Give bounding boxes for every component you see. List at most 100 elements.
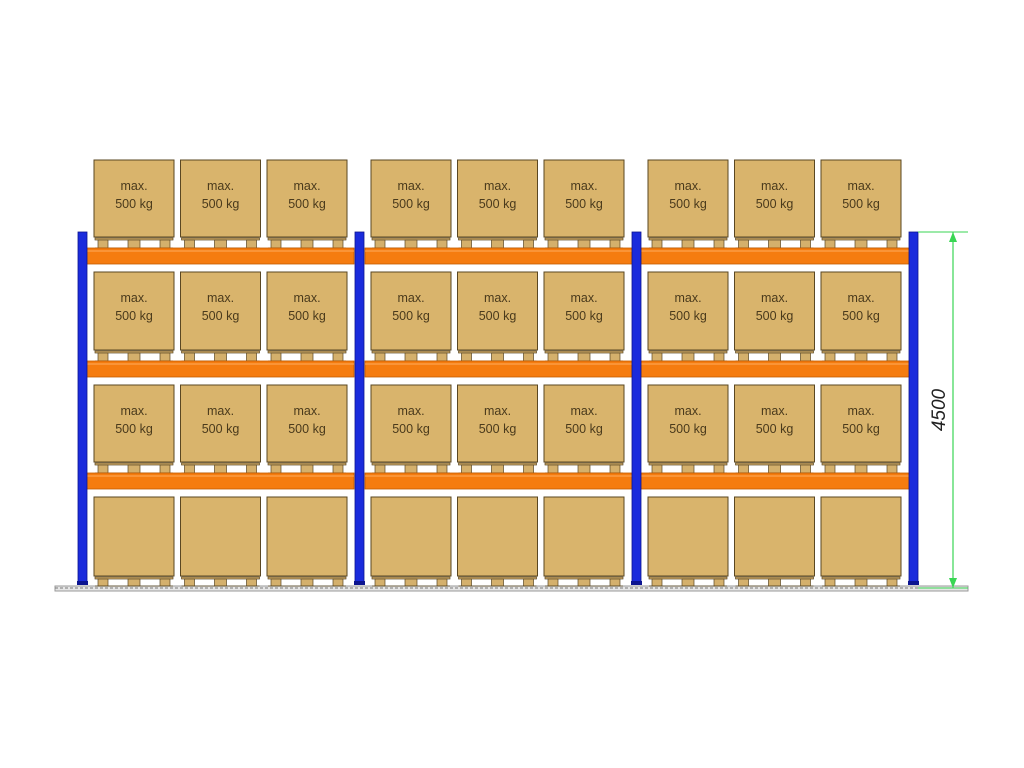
pallet-block: [246, 578, 257, 587]
pallet-load: [543, 496, 625, 587]
pallet-block: [491, 352, 504, 362]
load-label-line2: 500 kg: [756, 309, 794, 323]
pallet-load: max. 500 kg: [543, 384, 625, 474]
pallet-block: [97, 239, 109, 249]
pallet-block: [374, 239, 386, 249]
pallet-block: [523, 464, 534, 474]
upright-footplate: [908, 581, 919, 585]
carton-box: [820, 271, 902, 351]
load-label-line1: max.: [484, 404, 511, 418]
pallet-block: [184, 352, 195, 362]
carton-box: [370, 159, 452, 238]
load-label-line1: max.: [120, 404, 147, 418]
pallet-block: [824, 578, 836, 587]
pallet-load: [180, 496, 261, 587]
pallet-block: [577, 352, 591, 362]
load-label-line2: 500 kg: [115, 309, 153, 323]
pallet-load: max. 500 kg: [457, 384, 538, 474]
carton-box: [180, 271, 261, 351]
pallet-block: [738, 464, 749, 474]
pallet-block: [713, 578, 725, 587]
carton-box: [457, 496, 538, 577]
load-label-line1: max.: [397, 404, 424, 418]
load-label-line2: 500 kg: [565, 309, 603, 323]
load-label-line2: 500 kg: [565, 422, 603, 436]
pallet-block: [127, 239, 141, 249]
pallet-load: max. 500 kg: [820, 159, 902, 249]
pallet-block: [651, 239, 663, 249]
upright-footplate: [354, 581, 365, 585]
pallet-block: [768, 352, 781, 362]
load-label-line2: 500 kg: [565, 197, 603, 211]
carton-box: [820, 159, 902, 238]
rack-upright: [908, 231, 919, 585]
load-label-line2: 500 kg: [115, 197, 153, 211]
pallet-block: [886, 464, 898, 474]
pallet-load: max. 500 kg: [93, 159, 175, 249]
pallet-block: [800, 352, 811, 362]
pallet-block: [854, 464, 868, 474]
load-label-line2: 500 kg: [392, 197, 430, 211]
carton-box: [734, 159, 815, 238]
rack-beam: [83, 360, 355, 378]
pallet-block: [523, 239, 534, 249]
load-label-line1: max.: [570, 179, 597, 193]
pallet-block: [713, 464, 725, 474]
load-label-line1: max.: [207, 179, 234, 193]
pallet-block: [886, 239, 898, 249]
pallet-block: [300, 352, 314, 362]
pallet-load: max. 500 kg: [370, 159, 452, 249]
load-label-line2: 500 kg: [115, 422, 153, 436]
load-label-line2: 500 kg: [669, 309, 707, 323]
load-label-line1: max.: [293, 179, 320, 193]
load-label-line1: max.: [484, 179, 511, 193]
pallet-block: [184, 464, 195, 474]
pallet-block: [854, 239, 868, 249]
pallet-block: [800, 464, 811, 474]
height-dimension-label: 4500: [929, 388, 950, 431]
pallet-load: max. 500 kg: [457, 271, 538, 362]
load-label-line1: max.: [293, 291, 320, 305]
upright-footplate: [77, 581, 88, 585]
pallet-block: [270, 352, 282, 362]
pallet-block: [404, 464, 418, 474]
carton-box: [543, 271, 625, 351]
pallet-block: [374, 352, 386, 362]
pallet-block: [404, 352, 418, 362]
load-label-line1: max.: [761, 404, 788, 418]
pallet-block: [246, 464, 257, 474]
dimension-arrow-bottom: [949, 578, 957, 588]
carton-box: [457, 159, 538, 238]
pallet-block: [491, 578, 504, 587]
load-label-line1: max.: [761, 179, 788, 193]
pallet-block: [824, 464, 836, 474]
pallet-load: max. 500 kg: [180, 384, 261, 474]
pallet-load: [370, 496, 452, 587]
load-label-line2: 500 kg: [842, 422, 880, 436]
load-label-line1: max.: [207, 291, 234, 305]
carton-box: [647, 384, 729, 463]
pallet-block: [651, 578, 663, 587]
carton-box: [543, 159, 625, 238]
pallet-block: [609, 352, 621, 362]
height-dimension: 4500: [918, 231, 968, 589]
pallet-load: max. 500 kg: [820, 271, 902, 362]
pallet-block: [127, 464, 141, 474]
load-label-line1: max.: [120, 291, 147, 305]
load-label-line1: max.: [120, 179, 147, 193]
pallet-block: [300, 239, 314, 249]
carton-box: [180, 384, 261, 463]
pallet-block: [374, 464, 386, 474]
rack-frame: [77, 231, 919, 585]
load-label-line2: 500 kg: [479, 309, 517, 323]
pallet-load: [266, 496, 348, 587]
pallet-load: [734, 496, 815, 587]
carton-box: [543, 384, 625, 463]
pallet-block: [461, 464, 472, 474]
carton-box: [180, 159, 261, 238]
carton-box: [457, 271, 538, 351]
pallet-load: max. 500 kg: [93, 384, 175, 474]
pallet-block: [681, 352, 695, 362]
pallet-load: max. 500 kg: [370, 384, 452, 474]
pallet-block: [547, 578, 559, 587]
